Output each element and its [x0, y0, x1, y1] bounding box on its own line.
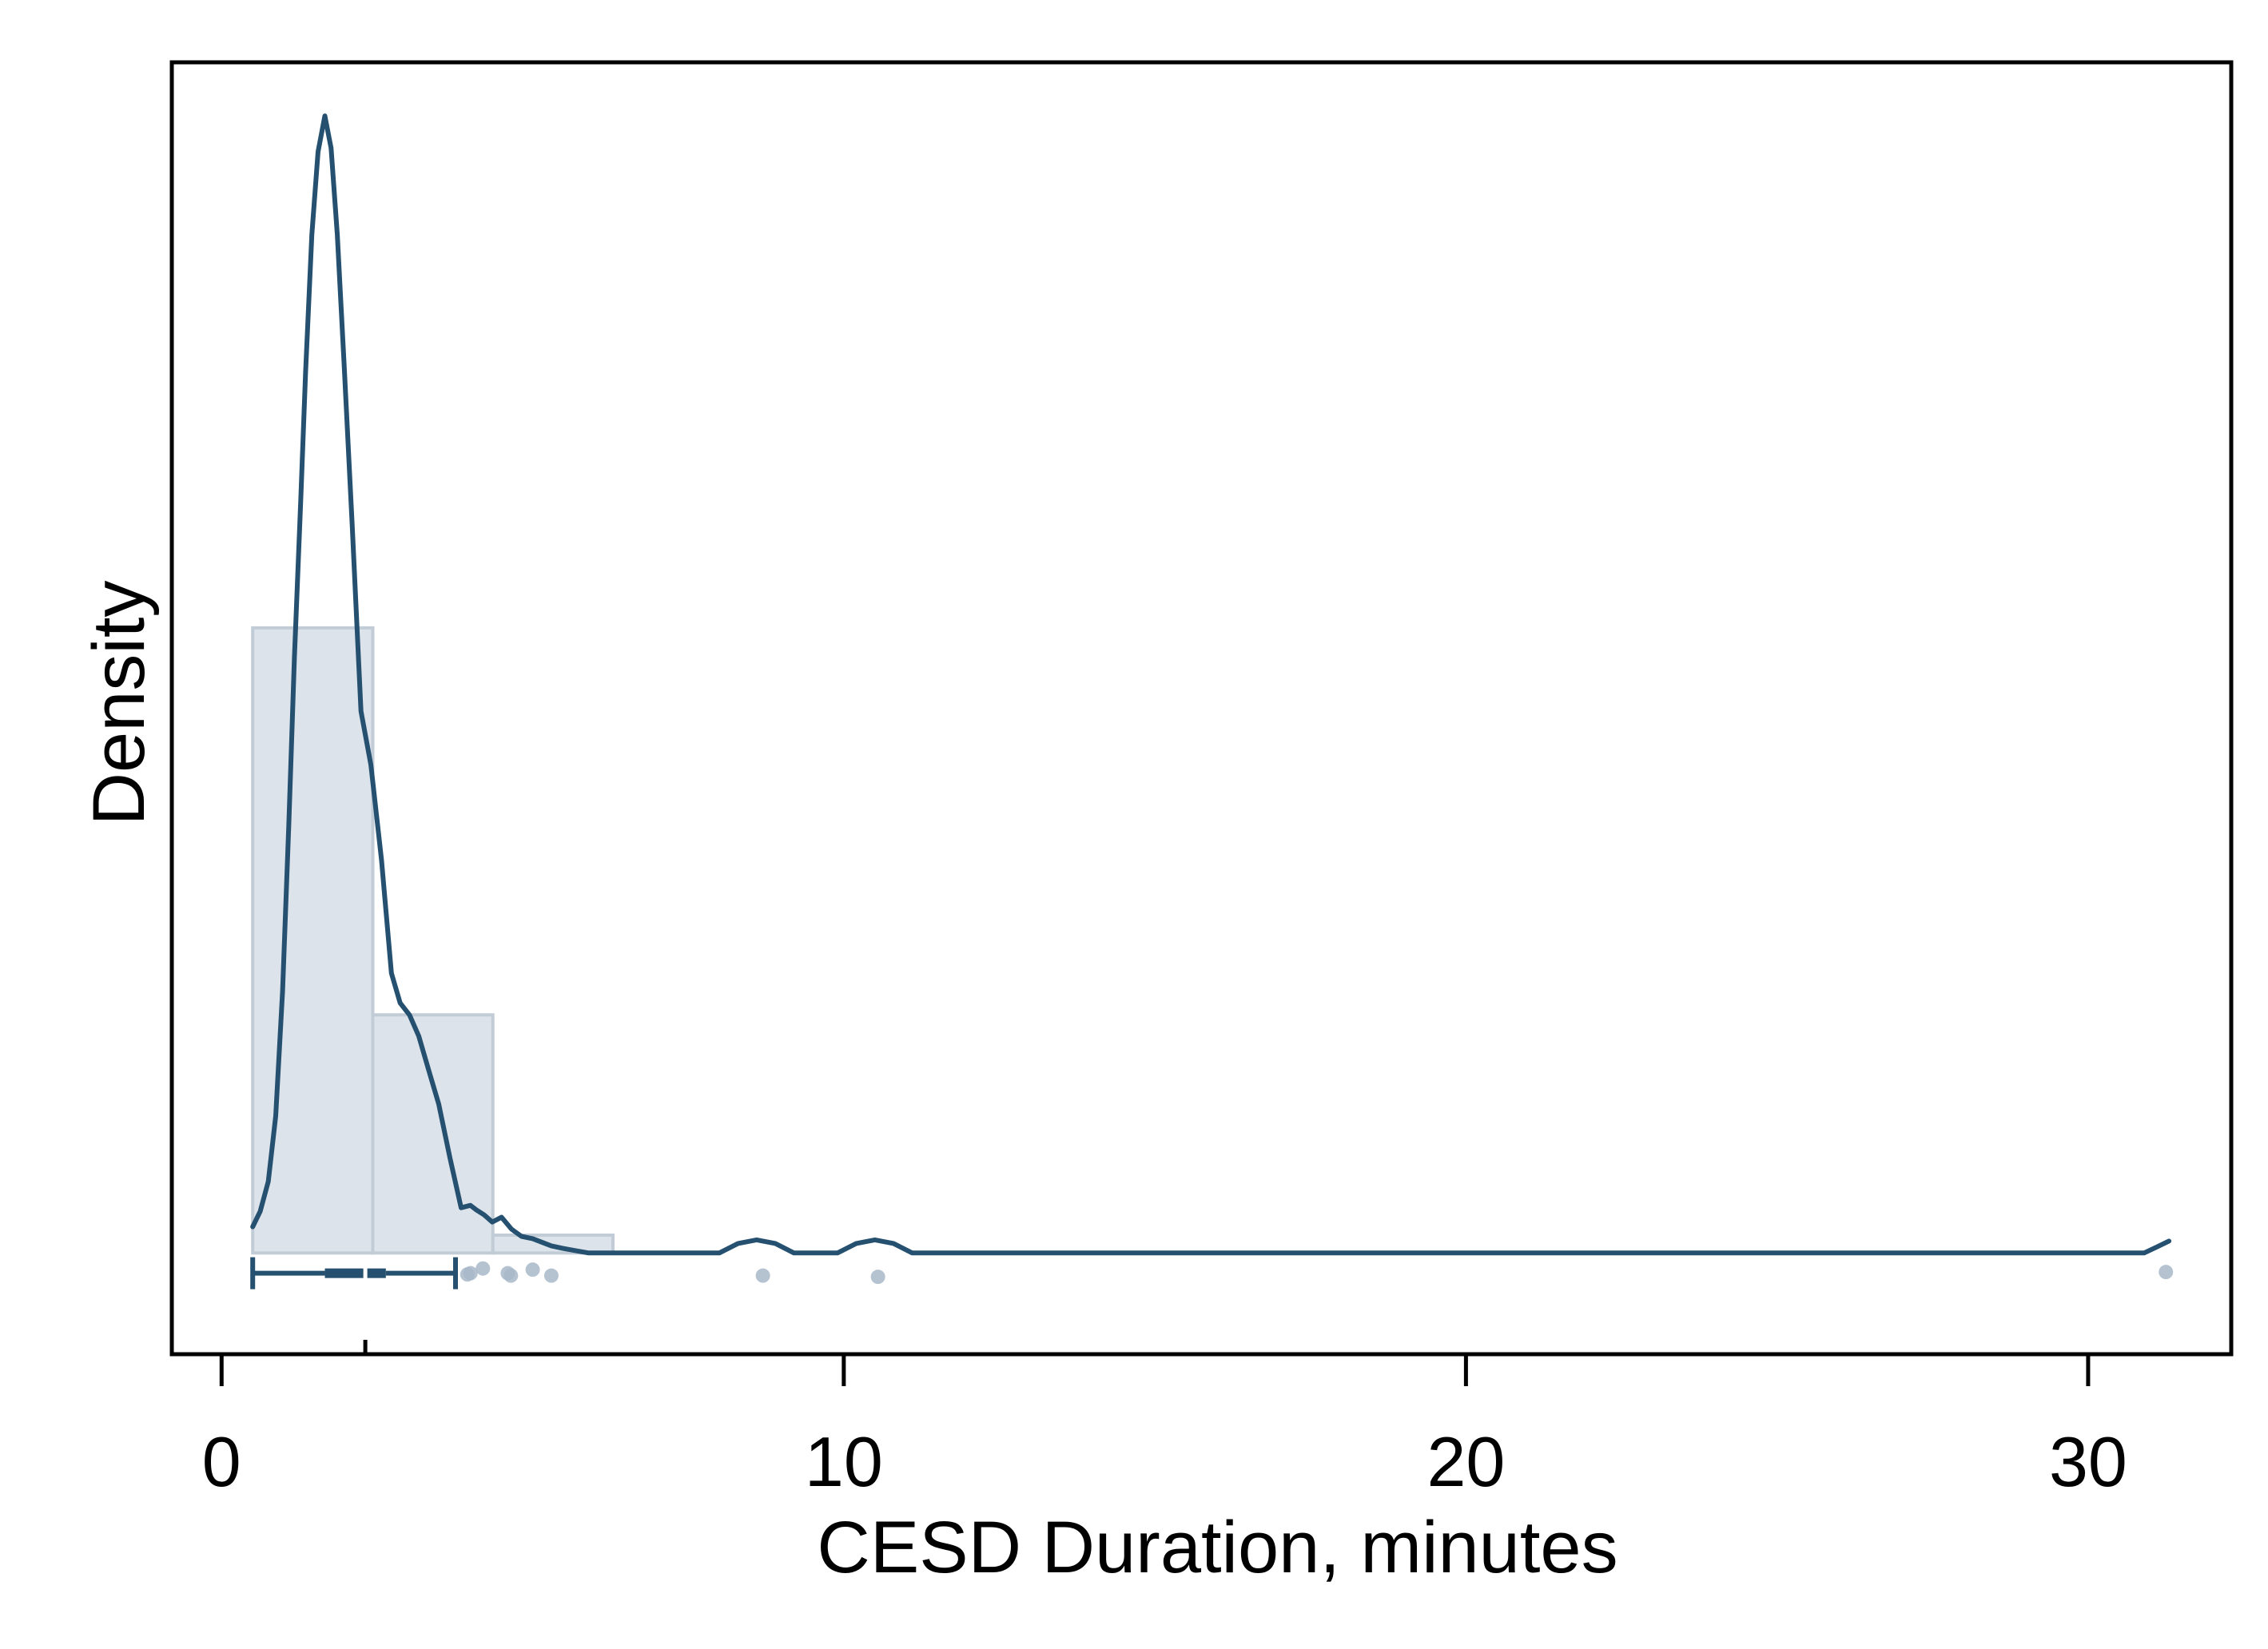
- outlier-points: [460, 1261, 2174, 1285]
- x-tick-label-0: 0: [202, 1422, 241, 1501]
- y-axis-label: Density: [78, 581, 160, 826]
- box-plot: [250, 1257, 459, 1289]
- outlier-point-7: [543, 1268, 559, 1283]
- x-tick-label-20: 20: [1426, 1422, 1505, 1501]
- outlier-point-3: [475, 1261, 491, 1276]
- histogram-bars: [251, 626, 615, 1255]
- outlier-point-6: [525, 1262, 540, 1277]
- outlier-point-10: [2159, 1265, 2174, 1280]
- outlier-point-2: [463, 1266, 478, 1281]
- x-axis-ticks: 0 10 20 30: [202, 1340, 2127, 1501]
- x-axis-label: CESD Duration, minutes: [817, 1507, 1617, 1588]
- outlier-point-5: [503, 1268, 519, 1283]
- outlier-point-9: [870, 1270, 885, 1285]
- outlier-point-8: [755, 1268, 770, 1283]
- box-iqr: [324, 1268, 386, 1278]
- x-tick-label-10: 10: [805, 1422, 883, 1501]
- density-curve: [250, 113, 2172, 1256]
- histogram-bar-2: [371, 1013, 495, 1255]
- plot-frame: [169, 60, 2234, 1357]
- density-curve-layer: [250, 113, 2172, 1256]
- x-tick-label-30: 30: [2049, 1422, 2127, 1501]
